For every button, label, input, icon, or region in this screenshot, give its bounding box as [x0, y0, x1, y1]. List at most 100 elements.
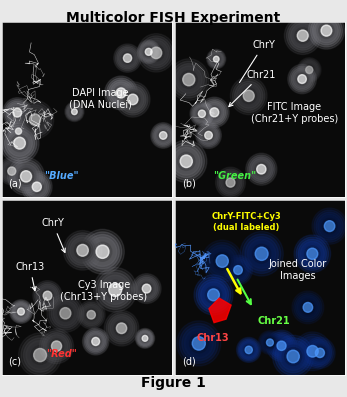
Circle shape [184, 329, 213, 358]
Circle shape [47, 294, 84, 332]
Circle shape [210, 53, 222, 66]
Circle shape [304, 343, 321, 360]
Circle shape [217, 169, 244, 196]
Text: (a): (a) [9, 178, 22, 188]
Circle shape [10, 160, 42, 193]
Circle shape [194, 339, 203, 348]
Circle shape [117, 47, 138, 69]
Circle shape [27, 176, 47, 197]
Circle shape [235, 81, 263, 110]
Circle shape [197, 108, 207, 119]
Text: DAPI Image
(DNA Nuclei): DAPI Image (DNA Nuclei) [69, 88, 132, 110]
Circle shape [152, 49, 160, 57]
Circle shape [67, 104, 82, 119]
Circle shape [301, 301, 315, 314]
Circle shape [0, 159, 24, 183]
Circle shape [146, 50, 151, 54]
Circle shape [249, 157, 273, 181]
Circle shape [17, 308, 25, 315]
Circle shape [23, 173, 50, 201]
Circle shape [223, 255, 252, 285]
Circle shape [14, 137, 25, 149]
Circle shape [257, 249, 266, 258]
Circle shape [279, 343, 285, 349]
Circle shape [85, 308, 97, 321]
Circle shape [257, 164, 266, 174]
Circle shape [124, 90, 142, 109]
Circle shape [0, 157, 25, 185]
Circle shape [9, 122, 28, 141]
Circle shape [299, 32, 306, 39]
Circle shape [324, 221, 335, 231]
Circle shape [96, 270, 134, 310]
Circle shape [77, 301, 105, 329]
Circle shape [36, 284, 59, 307]
Circle shape [31, 345, 49, 364]
Circle shape [211, 109, 217, 116]
Circle shape [99, 273, 132, 307]
Circle shape [179, 324, 218, 363]
Circle shape [40, 329, 74, 364]
Circle shape [255, 247, 269, 261]
Circle shape [209, 52, 223, 67]
Circle shape [58, 305, 73, 322]
Circle shape [266, 339, 273, 346]
Circle shape [270, 333, 293, 358]
Circle shape [173, 147, 200, 175]
Circle shape [83, 328, 109, 355]
Circle shape [159, 131, 167, 139]
Circle shape [160, 132, 167, 139]
Circle shape [240, 231, 283, 276]
Text: FITC Image
(Chr21+Y probes): FITC Image (Chr21+Y probes) [251, 102, 338, 124]
Circle shape [219, 171, 242, 195]
Circle shape [128, 94, 138, 105]
Circle shape [228, 179, 234, 186]
Circle shape [213, 252, 231, 270]
Circle shape [285, 17, 321, 54]
Circle shape [180, 155, 193, 168]
Circle shape [151, 123, 176, 148]
Circle shape [234, 266, 242, 274]
Circle shape [141, 44, 156, 60]
Circle shape [12, 303, 30, 321]
Circle shape [14, 110, 20, 116]
Circle shape [229, 260, 247, 280]
Circle shape [320, 216, 339, 236]
Circle shape [237, 337, 261, 362]
Circle shape [56, 303, 75, 324]
Circle shape [206, 245, 238, 277]
Circle shape [185, 75, 193, 84]
Circle shape [259, 331, 281, 355]
Circle shape [151, 47, 162, 59]
Circle shape [125, 92, 140, 107]
Circle shape [158, 130, 169, 141]
Circle shape [207, 49, 226, 69]
Circle shape [206, 133, 211, 138]
Circle shape [311, 14, 342, 47]
Circle shape [214, 57, 218, 61]
Circle shape [208, 50, 225, 68]
Circle shape [156, 129, 170, 143]
Circle shape [316, 21, 336, 40]
Circle shape [298, 74, 307, 84]
Circle shape [277, 341, 286, 351]
Circle shape [5, 128, 35, 158]
Circle shape [127, 94, 138, 105]
Circle shape [245, 237, 278, 271]
Circle shape [303, 63, 316, 77]
Circle shape [14, 137, 26, 149]
Circle shape [43, 291, 52, 300]
Circle shape [302, 244, 322, 264]
Circle shape [150, 47, 162, 59]
Circle shape [271, 335, 291, 356]
Circle shape [193, 104, 211, 123]
Circle shape [201, 99, 227, 126]
Circle shape [9, 168, 15, 174]
Circle shape [77, 244, 88, 256]
Circle shape [32, 182, 42, 192]
Circle shape [306, 66, 313, 74]
Circle shape [31, 116, 39, 123]
Circle shape [114, 321, 129, 336]
Circle shape [239, 86, 259, 106]
Circle shape [34, 349, 46, 362]
